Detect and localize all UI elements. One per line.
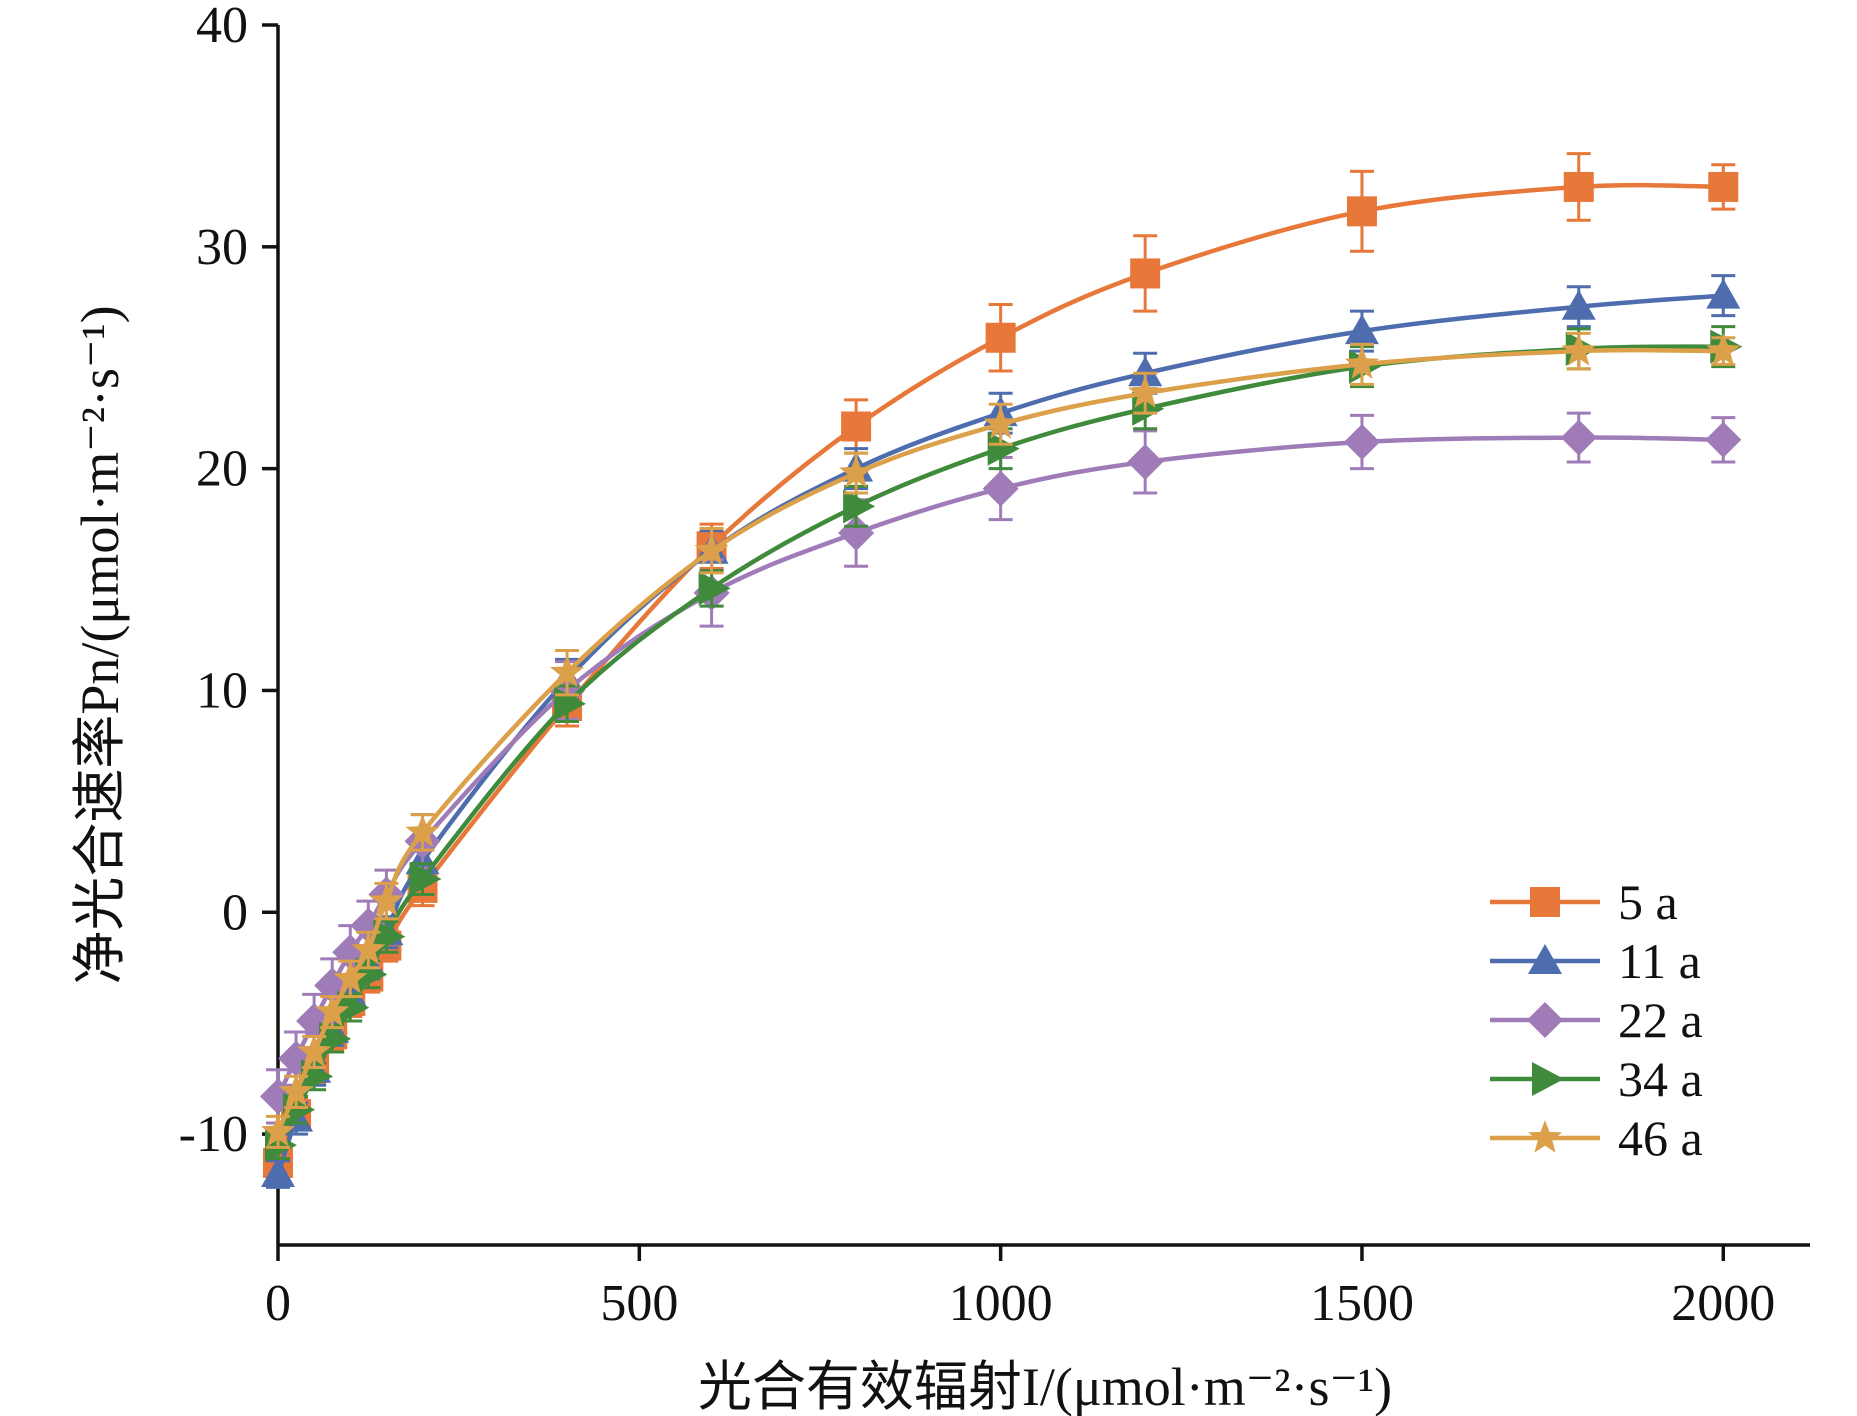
y-tick-label: -10: [179, 1106, 248, 1163]
data-point: [409, 862, 442, 896]
legend-item: 46 a: [1490, 1110, 1703, 1166]
data-point: [261, 1157, 295, 1188]
data-point: [1561, 333, 1596, 366]
data-point: [843, 489, 876, 524]
data-point: [337, 990, 370, 1025]
data-point: [1128, 375, 1163, 408]
data-point: [1563, 171, 1594, 202]
data-point: [333, 960, 368, 994]
legend-label: 5 a: [1618, 874, 1678, 930]
data-point: [369, 883, 404, 916]
series-layer: [260, 152, 1743, 1189]
legend-item: 22 a: [1490, 992, 1703, 1048]
series-22a: [260, 411, 1742, 1125]
legend-label: 11 a: [1618, 933, 1701, 989]
data-point: [1560, 419, 1597, 456]
legend-marker: [1530, 887, 1560, 917]
x-tick-label: 2000: [1671, 1275, 1775, 1332]
y-tick-label: 20: [196, 441, 248, 498]
data-point: [983, 406, 1018, 439]
data-point: [1346, 196, 1377, 227]
data-point: [1130, 258, 1161, 289]
x-tick-label: 0: [265, 1275, 291, 1332]
data-point: [1127, 443, 1164, 480]
legend-item: 5 a: [1490, 874, 1678, 930]
data-point: [549, 654, 585, 688]
data-point: [1561, 289, 1596, 320]
data-point: [297, 1034, 332, 1067]
data-point: [1344, 314, 1379, 345]
series-5a: [263, 152, 1739, 1178]
legend-item: 34 a: [1490, 1051, 1703, 1107]
data-point: [841, 411, 872, 442]
legend-marker: [1532, 1062, 1564, 1096]
x-axis-title: 光合有效辐射I/(μmol·m⁻²·s⁻¹): [698, 1357, 1392, 1416]
legend-label: 34 a: [1618, 1051, 1703, 1107]
legend-label: 22 a: [1618, 992, 1703, 1048]
legend: 5 a11 a22 a34 a46 a: [1490, 874, 1703, 1166]
y-tick-label: 10: [196, 662, 248, 719]
legend-marker: [1528, 944, 1562, 974]
series-46a: [260, 331, 1741, 1149]
legend-marker: [1527, 1120, 1563, 1153]
data-point: [351, 932, 386, 965]
data-point: [698, 571, 731, 606]
data-point: [1705, 421, 1742, 458]
legend-item: 11 a: [1490, 933, 1701, 989]
data-point: [985, 322, 1016, 353]
y-axis-title: 净光合速率Pn/(μmol·m⁻²·s⁻¹): [70, 305, 130, 984]
legend-marker: [1527, 1002, 1563, 1038]
data-point: [1128, 356, 1163, 387]
data-point: [1344, 346, 1380, 379]
y-tick-label: 0: [222, 884, 248, 941]
data-point: [982, 470, 1019, 507]
data-point: [694, 532, 729, 566]
data-point: [405, 814, 440, 847]
x-tick-label: 500: [600, 1275, 678, 1332]
series-34a: [265, 325, 1743, 1163]
data-point: [260, 1113, 296, 1147]
data-point: [839, 455, 874, 488]
legend-label: 46 a: [1618, 1110, 1703, 1166]
y-tick-label: 30: [196, 219, 248, 276]
data-point: [355, 957, 388, 992]
data-point: [278, 1073, 314, 1107]
x-tick-label: 1000: [949, 1275, 1053, 1332]
x-tick-label: 1500: [1310, 1275, 1414, 1332]
data-point: [838, 514, 875, 551]
data-point: [315, 994, 350, 1027]
data-point: [1343, 424, 1380, 461]
y-tick-label: 40: [196, 0, 248, 54]
data-point: [1706, 333, 1741, 366]
data-point: [987, 431, 1020, 466]
data-point: [1708, 171, 1739, 202]
data-point: [1706, 278, 1741, 309]
